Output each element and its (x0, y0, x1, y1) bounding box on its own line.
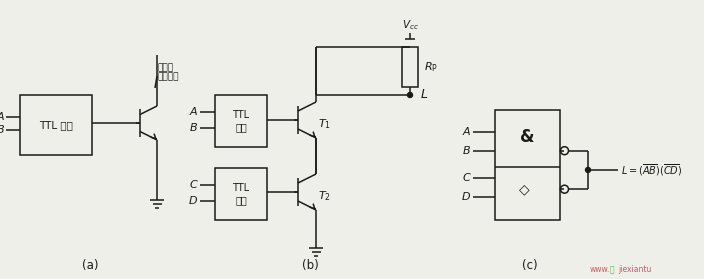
Text: ◇: ◇ (519, 182, 529, 196)
Text: C: C (189, 180, 197, 190)
Text: &: & (520, 129, 535, 146)
Text: $T_1$: $T_1$ (318, 117, 331, 131)
Bar (495, 110, 560, 220)
Text: (a): (a) (82, 259, 99, 271)
Text: $V_{cc}$: $V_{cc}$ (401, 18, 418, 32)
Bar (402, 47, 418, 87)
Text: www.: www. (590, 266, 610, 275)
Text: A: A (189, 107, 197, 117)
Text: $L{=}(\overline{AB})(\overline{CD})$: $L{=}(\overline{AB})(\overline{CD})$ (621, 162, 682, 178)
Text: $L$: $L$ (420, 88, 428, 102)
Text: (b): (b) (301, 259, 318, 271)
Text: A: A (463, 127, 470, 137)
Text: 电: 电 (610, 266, 615, 275)
Text: A: A (0, 112, 4, 122)
Text: TTL
电路: TTL 电路 (232, 183, 249, 205)
Text: 集电级: 集电级 (158, 64, 174, 73)
Text: $R_\mathrm{P}$: $R_\mathrm{P}$ (424, 60, 438, 74)
Circle shape (408, 93, 413, 97)
Text: (c): (c) (522, 259, 538, 271)
Bar (215, 95, 267, 147)
Text: 开路输出: 开路输出 (158, 73, 180, 81)
Text: C: C (463, 173, 470, 183)
Text: jiexiantu: jiexiantu (618, 266, 651, 275)
Text: $T_2$: $T_2$ (318, 189, 331, 203)
Text: D: D (461, 192, 470, 202)
Circle shape (586, 167, 591, 172)
Text: B: B (189, 123, 197, 133)
Bar (20, 95, 92, 155)
Text: TTL
电路: TTL 电路 (232, 110, 249, 132)
Text: TTL 电路: TTL 电路 (39, 120, 73, 130)
Text: B: B (0, 125, 4, 135)
Text: B: B (463, 146, 470, 156)
Text: D: D (189, 196, 197, 206)
Bar (215, 168, 267, 220)
